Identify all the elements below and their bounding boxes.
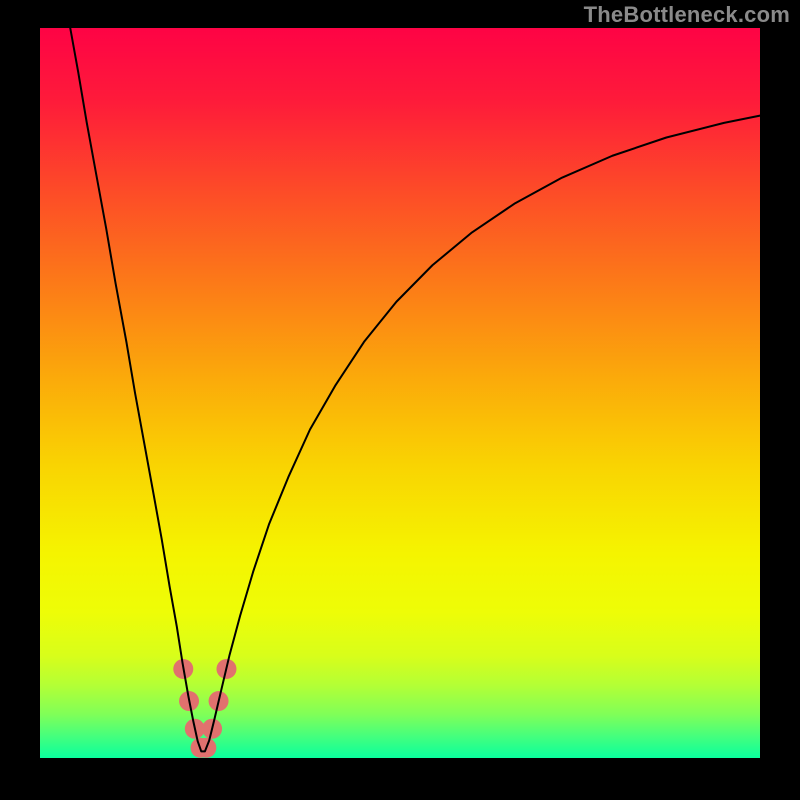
watermark-text: TheBottleneck.com	[584, 2, 790, 28]
plot-background	[40, 28, 760, 758]
bottleneck-chart	[0, 0, 800, 800]
chart-container: { "watermark": { "text": "TheBottleneck.…	[0, 0, 800, 800]
